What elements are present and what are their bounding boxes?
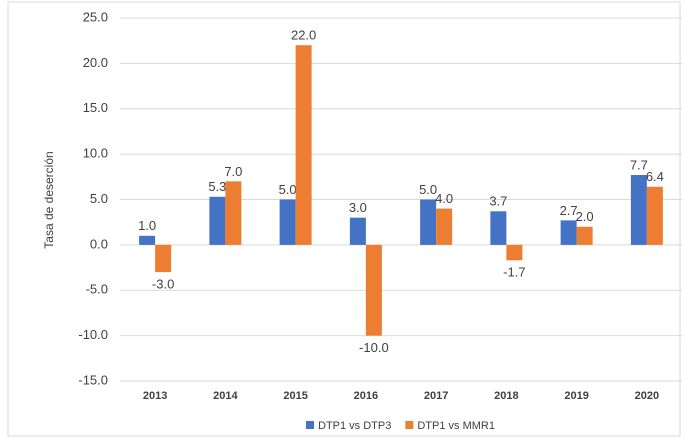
- bar: [155, 244, 172, 273]
- y-tick-label: 25.0: [83, 9, 108, 24]
- value-label: 5.3: [208, 179, 226, 194]
- value-label: 5.0: [419, 182, 437, 197]
- x-tick-label: 2016: [354, 390, 378, 402]
- bar: [560, 220, 577, 245]
- value-label: -3.0: [152, 277, 174, 292]
- legend-swatch: [405, 421, 414, 429]
- bar: [349, 217, 366, 245]
- legend-label: DTP1 vs MMR1: [417, 420, 495, 432]
- x-tick-label: 2020: [635, 390, 659, 402]
- value-label: 22.0: [291, 28, 316, 43]
- bar: [209, 196, 226, 245]
- value-label: 5.0: [279, 182, 297, 197]
- value-label: -1.7: [503, 265, 525, 280]
- chart-border: [7, 1, 681, 437]
- x-tick-label: 2017: [424, 390, 448, 402]
- y-tick-label: -5.0: [86, 282, 108, 297]
- y-axis-label: Tasa de deserción: [42, 151, 56, 248]
- y-tick-label: 0.0: [90, 236, 108, 251]
- bar: [576, 226, 593, 245]
- value-label: -10.0: [359, 340, 389, 355]
- x-tick-label: 2015: [283, 390, 307, 402]
- value-label: 3.7: [489, 194, 507, 209]
- x-tick-label: 2018: [494, 390, 518, 402]
- bar: [506, 244, 523, 261]
- value-label: 3.0: [349, 200, 367, 215]
- bar: [139, 235, 156, 245]
- bar: [646, 186, 663, 245]
- y-tick-label: 15.0: [83, 100, 108, 115]
- x-tick-label: 2014: [213, 390, 238, 402]
- value-label: 7.7: [630, 157, 648, 172]
- y-tick-label: 10.0: [83, 146, 108, 161]
- legend-label: DTP1 vs DTP3: [318, 420, 391, 432]
- value-label: 7.0: [224, 164, 242, 179]
- bar: [490, 211, 507, 245]
- bar: [436, 208, 453, 245]
- x-tick-label: 2019: [564, 390, 588, 402]
- y-tick-label: 5.0: [90, 191, 108, 206]
- bar: [365, 244, 382, 336]
- value-label: 1.0: [138, 218, 156, 233]
- y-tick-label: -10.0: [78, 327, 108, 342]
- y-tick-label: -15.0: [78, 372, 108, 387]
- value-label: 4.0: [435, 191, 453, 206]
- y-tick-label: 20.0: [83, 55, 108, 70]
- bar: [225, 181, 242, 245]
- legend-swatch: [306, 421, 314, 429]
- value-label: 6.4: [646, 169, 664, 184]
- bar: [630, 174, 647, 245]
- bar: [295, 45, 312, 245]
- value-label: 2.7: [560, 203, 578, 218]
- value-label: 2.0: [576, 209, 594, 224]
- bar: [279, 199, 296, 245]
- bar: [420, 199, 437, 245]
- x-tick-label: 2013: [143, 390, 167, 402]
